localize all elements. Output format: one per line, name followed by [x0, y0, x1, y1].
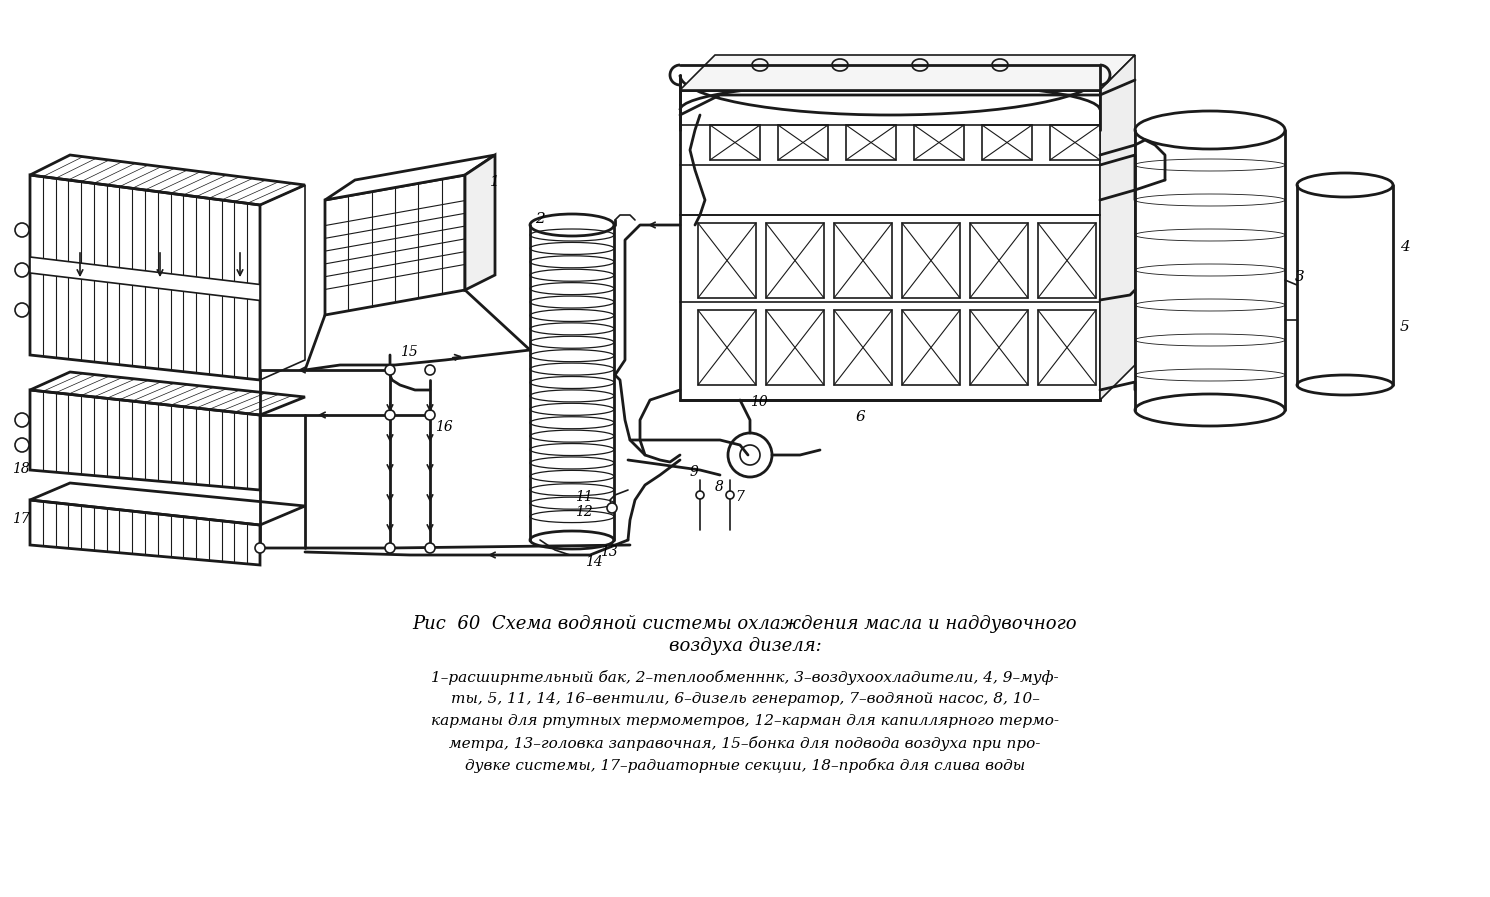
Circle shape: [606, 503, 617, 513]
Polygon shape: [846, 125, 895, 160]
Text: 12: 12: [575, 505, 593, 519]
Circle shape: [255, 543, 265, 553]
Circle shape: [729, 433, 772, 477]
Polygon shape: [1100, 55, 1135, 400]
Text: 11: 11: [575, 490, 593, 504]
Circle shape: [425, 410, 435, 420]
Polygon shape: [1039, 310, 1097, 385]
Polygon shape: [325, 155, 495, 200]
Text: воздуха дизеля:: воздуха дизеля:: [669, 637, 821, 655]
Polygon shape: [778, 125, 828, 160]
Polygon shape: [766, 310, 824, 385]
Text: 16: 16: [435, 420, 453, 434]
Text: 1–расширнтельный бак, 2–теплообменннк, 3–воздухоохладители, 4, 9–муф-: 1–расширнтельный бак, 2–теплообменннк, 3…: [431, 670, 1059, 685]
Text: 3: 3: [1295, 270, 1305, 284]
Circle shape: [741, 445, 760, 465]
Text: метра, 13–головка заправочная, 15–бонка для подвода воздуха при про-: метра, 13–головка заправочная, 15–бонка …: [450, 736, 1040, 751]
Polygon shape: [970, 223, 1028, 298]
Text: ты, 5, 11, 14, 16–вентили, 6–дизель генератор, 7–водяной насос, 8, 10–: ты, 5, 11, 14, 16–вентили, 6–дизель гене…: [450, 692, 1040, 706]
Circle shape: [15, 438, 28, 452]
Text: 18: 18: [12, 462, 30, 476]
Text: 4: 4: [1401, 240, 1410, 254]
Polygon shape: [913, 125, 964, 160]
Polygon shape: [970, 310, 1028, 385]
Polygon shape: [1050, 125, 1100, 160]
Text: 14: 14: [586, 555, 603, 569]
Polygon shape: [711, 125, 760, 160]
Text: 17: 17: [12, 512, 30, 526]
Circle shape: [15, 223, 28, 237]
Polygon shape: [679, 90, 1100, 400]
Circle shape: [696, 491, 703, 499]
Polygon shape: [465, 155, 495, 290]
Text: 15: 15: [399, 345, 417, 359]
Polygon shape: [766, 223, 824, 298]
Polygon shape: [901, 223, 960, 298]
Text: 9: 9: [690, 465, 699, 479]
Circle shape: [384, 365, 395, 375]
Polygon shape: [697, 223, 755, 298]
Polygon shape: [697, 310, 755, 385]
Polygon shape: [679, 55, 1135, 90]
Circle shape: [726, 491, 735, 499]
Polygon shape: [901, 310, 960, 385]
Circle shape: [15, 263, 28, 277]
Polygon shape: [982, 125, 1033, 160]
Text: 10: 10: [749, 395, 767, 409]
Circle shape: [15, 413, 28, 427]
Polygon shape: [325, 175, 465, 315]
Text: Рис  60  Схема водяной системы охлаждения масла и наддувочного: Рис 60 Схема водяной системы охлаждения …: [413, 615, 1077, 633]
Polygon shape: [1039, 223, 1097, 298]
Text: 7: 7: [735, 490, 744, 504]
Text: 6: 6: [855, 410, 864, 424]
Polygon shape: [834, 310, 893, 385]
Polygon shape: [30, 257, 259, 300]
Text: 1: 1: [490, 175, 499, 189]
Circle shape: [384, 543, 395, 553]
Text: 5: 5: [1401, 320, 1410, 334]
Polygon shape: [834, 223, 893, 298]
Text: 2: 2: [535, 212, 545, 226]
Circle shape: [15, 303, 28, 317]
Circle shape: [425, 543, 435, 553]
Text: дувке системы, 17–радиаторные секции, 18–пробка для слива воды: дувке системы, 17–радиаторные секции, 18…: [465, 758, 1025, 773]
Circle shape: [384, 410, 395, 420]
Text: карманы для ртутных термометров, 12–карман для капиллярного термо-: карманы для ртутных термометров, 12–карм…: [431, 714, 1059, 728]
Text: 13: 13: [600, 545, 618, 559]
Text: 8: 8: [715, 480, 724, 494]
Circle shape: [425, 365, 435, 375]
